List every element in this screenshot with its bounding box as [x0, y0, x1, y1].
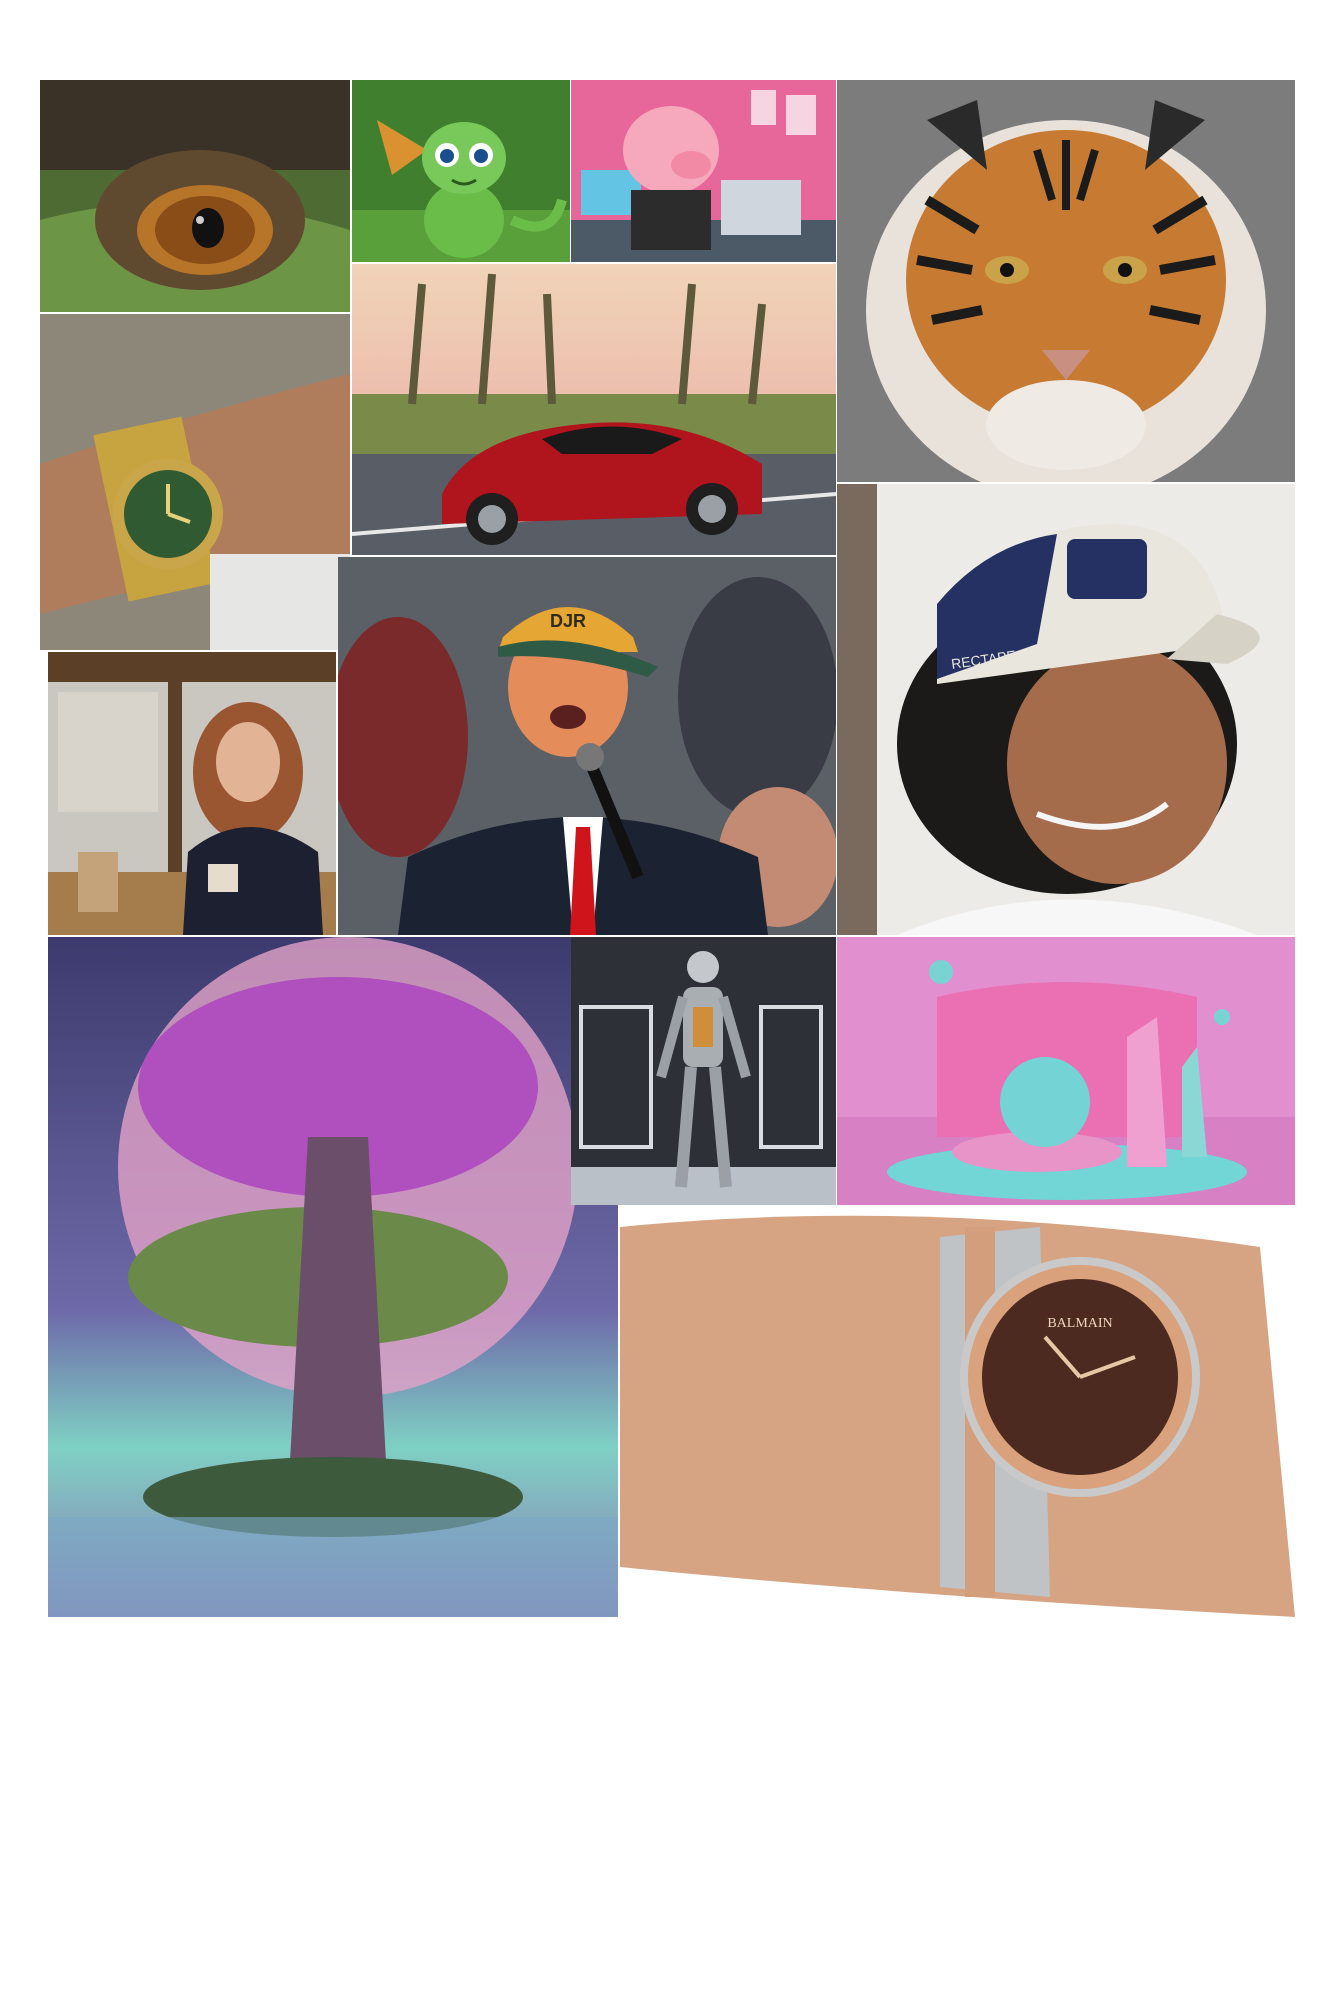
gold-watch-wrist-photo	[40, 314, 350, 650]
robot-figure-render	[571, 937, 836, 1205]
speaker-microphone-photo: DJR	[338, 557, 836, 935]
pig-at-laptop-illustration	[571, 80, 836, 262]
brown-watch-wrist-photo: BALMAIN	[620, 1207, 1295, 1617]
tiger-face-photo	[837, 80, 1295, 482]
watch-brand: BALMAIN	[1047, 1316, 1112, 1331]
red-sports-car-photo	[352, 264, 836, 555]
man-cap-photo: RECTAPE	[837, 484, 1295, 935]
crocodile-eye-photo	[40, 80, 350, 312]
baby-dragon-illustration	[352, 80, 570, 262]
woman-cafe-photo	[48, 652, 336, 935]
pink-3d-scene-render	[837, 937, 1295, 1205]
purple-tree-illustration	[48, 937, 618, 1617]
hat-text: DJR	[550, 611, 586, 631]
